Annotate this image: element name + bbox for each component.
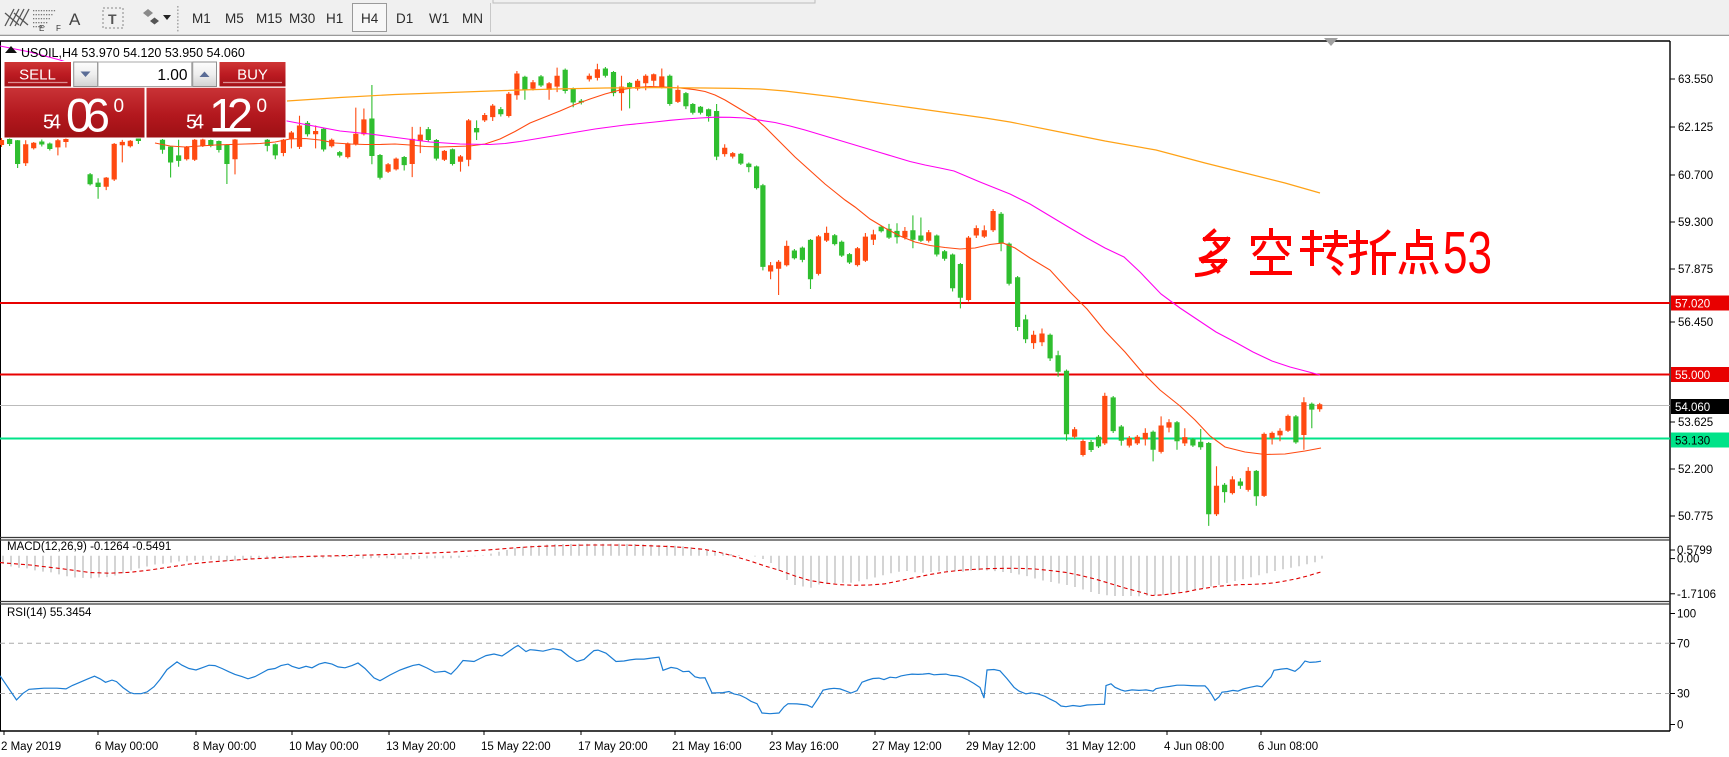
svg-text:MN: MN [462, 11, 483, 26]
svg-text:USOIL,H4 53.970 54.120 53.950: USOIL,H4 53.970 54.120 53.950 54.060 [21, 46, 245, 60]
svg-text:15 May 22:00: 15 May 22:00 [481, 741, 551, 753]
svg-text:D1: D1 [396, 11, 413, 26]
svg-text:55.000: 55.000 [1675, 370, 1710, 382]
svg-text:M5: M5 [225, 11, 244, 26]
svg-text:53: 53 [1443, 220, 1492, 286]
svg-text:57.020: 57.020 [1675, 299, 1710, 311]
svg-text:54.060: 54.060 [1675, 402, 1710, 414]
svg-text:62.125: 62.125 [1678, 122, 1713, 134]
svg-text:17 May 20:00: 17 May 20:00 [578, 741, 648, 753]
svg-text:M15: M15 [256, 11, 282, 26]
svg-text:F: F [56, 24, 61, 33]
svg-text:53.625: 53.625 [1678, 417, 1713, 429]
svg-text:8 May 00:00: 8 May 00:00 [193, 741, 256, 753]
svg-text:63.550: 63.550 [1678, 74, 1713, 86]
svg-text:MACD(12,26,9) -0.1264 -0.5491: MACD(12,26,9) -0.1264 -0.5491 [7, 541, 171, 553]
svg-text:M30: M30 [289, 11, 315, 26]
svg-text:100: 100 [1677, 609, 1696, 621]
svg-text:0.5799: 0.5799 [1677, 545, 1712, 557]
svg-text:0: 0 [257, 96, 268, 117]
svg-text:T: T [108, 11, 117, 27]
svg-text:31 May 12:00: 31 May 12:00 [1066, 741, 1136, 753]
svg-text:29 May 12:00: 29 May 12:00 [966, 741, 1036, 753]
svg-text:6 May 00:00: 6 May 00:00 [95, 741, 158, 753]
svg-text:4 Jun 08:00: 4 Jun 08:00 [1164, 741, 1224, 753]
svg-text:6 Jun 08:00: 6 Jun 08:00 [1258, 741, 1318, 753]
svg-text:52.200: 52.200 [1678, 464, 1713, 476]
svg-text:W1: W1 [429, 11, 449, 26]
svg-text:1.00: 1.00 [157, 67, 188, 84]
svg-text:E: E [39, 24, 44, 33]
svg-text:H1: H1 [326, 11, 343, 26]
svg-text:-1.7106: -1.7106 [1677, 589, 1716, 601]
svg-text:RSI(14) 55.3454: RSI(14) 55.3454 [7, 607, 92, 619]
svg-text:56.450: 56.450 [1678, 317, 1713, 329]
svg-text:H4: H4 [361, 11, 379, 26]
svg-text:57.875: 57.875 [1678, 264, 1713, 276]
svg-text:21 May 16:00: 21 May 16:00 [672, 741, 742, 753]
svg-text:A: A [69, 10, 81, 29]
svg-text:06: 06 [66, 89, 110, 142]
svg-text:0.00: 0.00 [1677, 554, 1699, 566]
svg-text:53.130: 53.130 [1675, 436, 1710, 448]
svg-text:59.300: 59.300 [1678, 217, 1713, 229]
svg-text:13 May 20:00: 13 May 20:00 [386, 741, 456, 753]
svg-text:27 May 12:00: 27 May 12:00 [872, 741, 942, 753]
svg-text:M1: M1 [192, 11, 211, 26]
svg-text:0: 0 [1677, 720, 1683, 732]
svg-text:54: 54 [186, 112, 204, 134]
svg-text:2 May 2019: 2 May 2019 [1, 741, 61, 753]
svg-text:23 May 16:00: 23 May 16:00 [769, 741, 839, 753]
svg-text:60.700: 60.700 [1678, 170, 1713, 182]
svg-text:50.775: 50.775 [1678, 511, 1713, 523]
svg-text:54: 54 [43, 112, 61, 134]
svg-text:12: 12 [209, 89, 253, 142]
svg-text:0: 0 [114, 96, 125, 117]
svg-text:70: 70 [1677, 638, 1690, 650]
svg-text:BUY: BUY [237, 67, 268, 84]
svg-text:10 May 00:00: 10 May 00:00 [289, 741, 359, 753]
svg-text:30: 30 [1677, 689, 1690, 701]
svg-text:SELL: SELL [19, 67, 56, 84]
